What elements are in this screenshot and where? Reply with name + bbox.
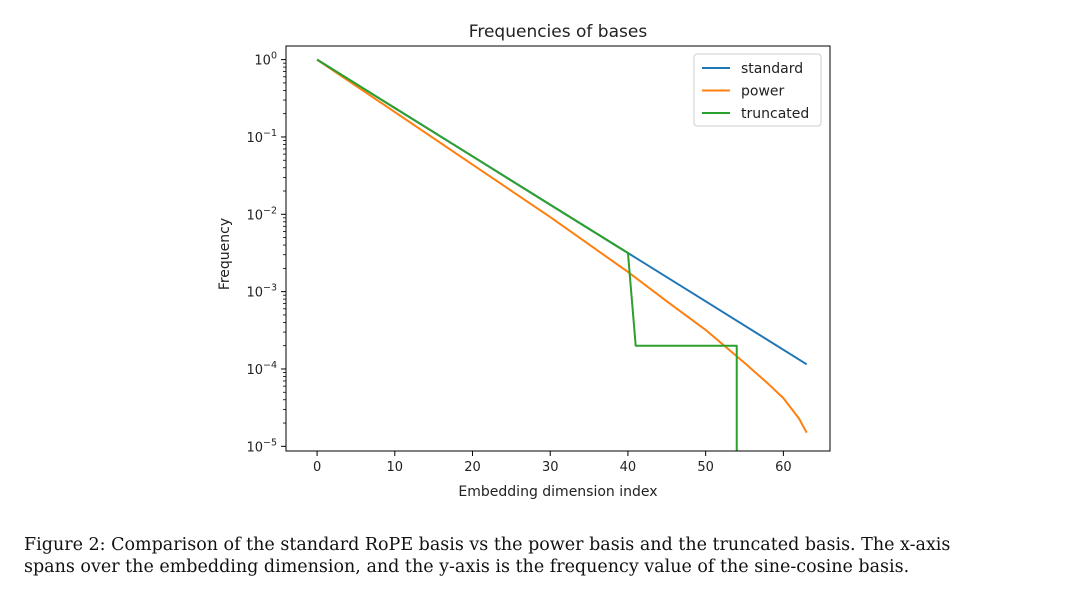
y-axis-label: Frequency (217, 218, 233, 290)
frequency-chart: Frequencies of bases 0 10 20 30 40 50 60 100 10−… (217, 22, 831, 500)
plot-frame (285, 45, 831, 452)
x-tick-label: 20 (464, 460, 481, 475)
caption-line-1: Figure 2: Comparison of the standard RoP… (24, 535, 951, 555)
x-tick-label: 10 (387, 460, 404, 475)
y-tick-label: 10−1 (246, 128, 277, 146)
x-tick-label: 60 (775, 460, 792, 475)
x-axis-label: Embedding dimension index (458, 484, 657, 500)
series-line-truncated (316, 58, 738, 451)
y-tick-label: 10−2 (246, 205, 277, 223)
caption-line-2: spans over the embedding dimension, and … (24, 557, 910, 577)
plot-area: 0 10 20 30 40 50 60 100 10−1 10−2 10−3 10−4 10−5 (246, 45, 831, 475)
legend: standard power truncated (693, 53, 822, 127)
x-tick-label: 50 (697, 460, 714, 475)
legend-label-power: power (741, 84, 785, 100)
x-tick-label: 30 (542, 460, 559, 475)
series-line-power (316, 58, 808, 434)
chart-title: Frequencies of bases (469, 22, 648, 42)
legend-box (693, 53, 822, 127)
x-tick-label: 0 (313, 460, 321, 475)
x-tick-label: 40 (620, 460, 637, 475)
y-tick-label: 10−4 (246, 360, 277, 378)
legend-label-standard: standard (741, 61, 803, 77)
y-tick-label: 100 (254, 51, 277, 69)
legend-label-truncated: truncated (741, 106, 809, 122)
y-tick-label: 10−5 (246, 437, 277, 455)
y-tick-label: 10−3 (246, 283, 277, 301)
figure-caption: Figure 2: Comparison of the standard RoP… (24, 534, 1060, 578)
